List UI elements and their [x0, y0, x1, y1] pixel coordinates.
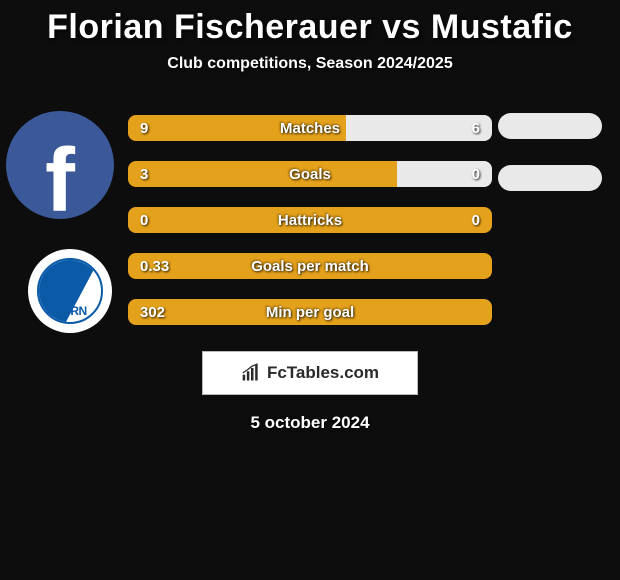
stat-row: 302Min per goal: [128, 299, 492, 325]
player-avatar-left: f: [6, 111, 114, 219]
date-line: 5 october 2024: [0, 413, 620, 433]
stat-value-right: 0: [472, 161, 480, 187]
stat-value-left: 302: [140, 299, 165, 325]
page-title: Florian Fischerauer vs Mustafic: [0, 8, 620, 47]
stat-seg-left: [128, 299, 492, 325]
club-sv: SV: [82, 266, 93, 276]
club-badge-inner: SV HORN: [37, 258, 103, 324]
stat-seg-left: [128, 115, 346, 141]
stat-value-left: 9: [140, 115, 148, 141]
stat-track: [128, 115, 492, 141]
stat-row: 3Goals0: [128, 161, 492, 187]
stat-track: [128, 253, 492, 279]
stat-track: [128, 299, 492, 325]
stat-value-left: 0: [140, 207, 148, 233]
stat-value-right: 6: [472, 115, 480, 141]
stat-seg-left: [128, 161, 397, 187]
stat-seg-left: [128, 253, 492, 279]
stat-row: 0.33Goals per match: [128, 253, 492, 279]
infographic: Florian Fischerauer vs Mustafic Club com…: [0, 0, 620, 433]
stat-value-left: 3: [140, 161, 148, 187]
brand-box: FcTables.com: [202, 351, 418, 395]
stat-track: [128, 207, 492, 233]
stat-value-right: 0: [472, 207, 480, 233]
page-subtitle: Club competitions, Season 2024/2025: [0, 55, 620, 73]
content-area: f SV HORN 9Matches6 3Goals0 0Hattricks0 0.3…: [0, 101, 620, 325]
stat-row: 0Hattricks0: [128, 207, 492, 233]
stat-seg-right: [346, 115, 492, 141]
stat-track: [128, 161, 492, 187]
stat-value-left: 0.33: [140, 253, 169, 279]
stat-seg-left: [128, 207, 492, 233]
facebook-icon: f: [45, 136, 75, 219]
chart-icon: [241, 363, 261, 383]
stat-row: 9Matches6: [128, 115, 492, 141]
brand-text: FcTables.com: [267, 363, 379, 383]
club-name: HORN: [39, 304, 101, 318]
stat-rows: 9Matches6 3Goals0 0Hattricks0 0.33Goals per…: [128, 101, 492, 325]
player-pill-right-2: [498, 165, 602, 191]
player-pill-right-1: [498, 113, 602, 139]
club-badge: SV HORN: [28, 249, 112, 333]
